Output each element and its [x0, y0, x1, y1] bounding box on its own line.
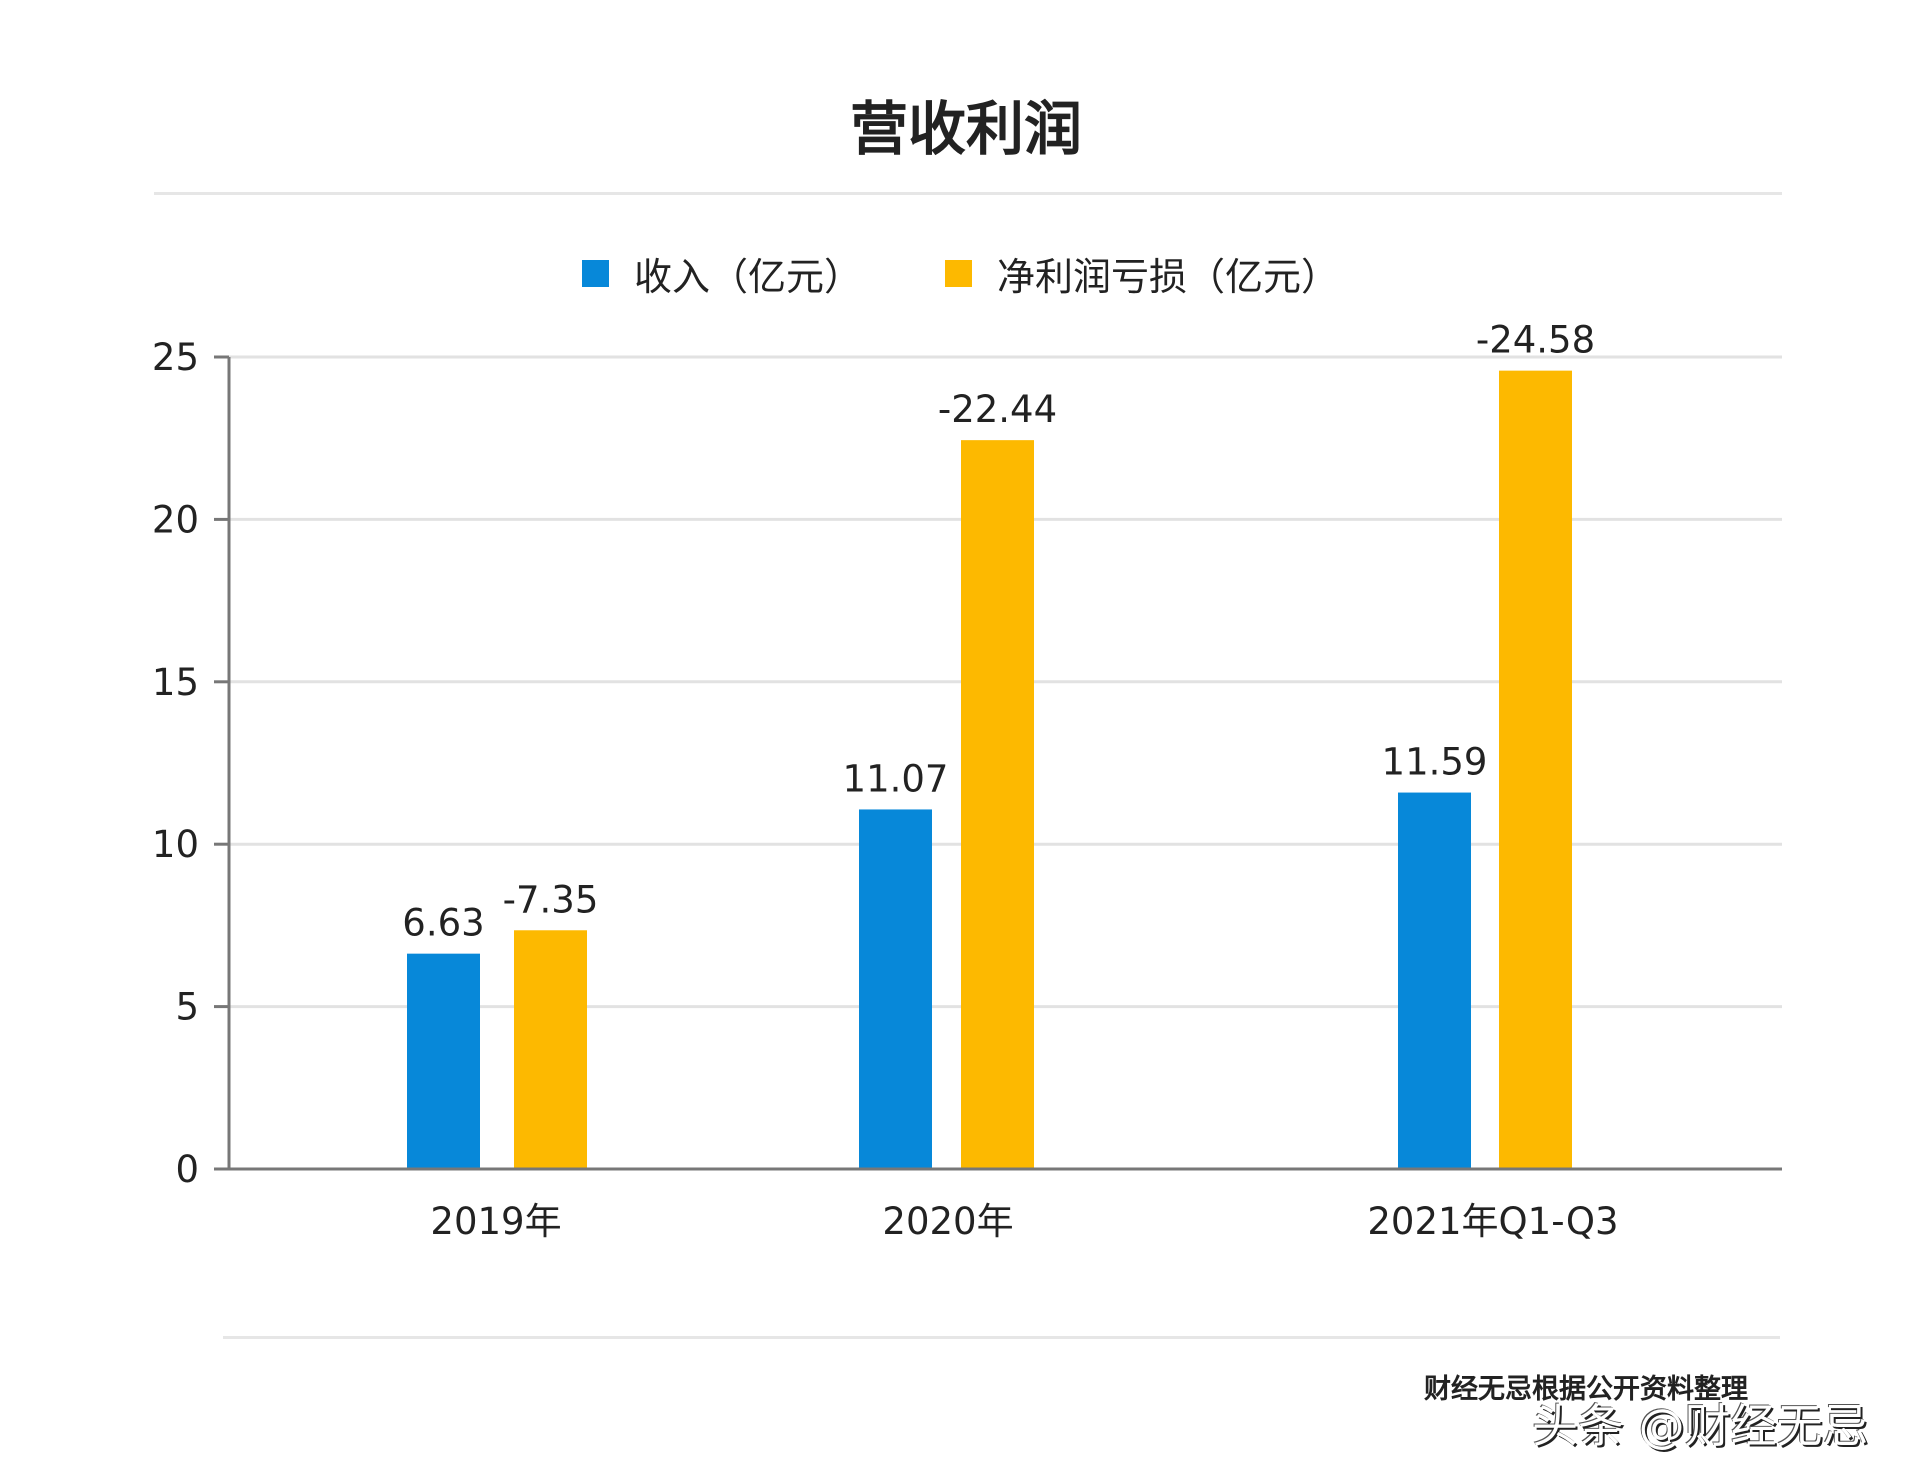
legend-label-net-loss: 净利润亏损（亿元） — [997, 255, 1340, 299]
y-tick-label: 20 — [152, 498, 199, 541]
y-tick-label: 10 — [152, 823, 199, 866]
bar-net-loss — [961, 440, 1034, 1169]
x-tick-label: 2019年 — [430, 1200, 561, 1243]
top-divider — [154, 192, 1782, 195]
bar-revenue — [859, 809, 932, 1169]
data-label: 11.59 — [1382, 741, 1488, 784]
watermark: 头条 @财经无忌 — [1532, 1399, 1869, 1453]
y-tick-label: 5 — [175, 986, 199, 1029]
data-label: -24.58 — [1476, 319, 1595, 362]
y-tick-label: 25 — [152, 336, 199, 379]
bar-net-loss — [1499, 370, 1572, 1169]
legend-item-net-loss: 净利润亏损（亿元） — [945, 246, 1339, 301]
legend-swatch-revenue — [582, 260, 609, 287]
legend: 收入（亿元） 净利润亏损（亿元） — [0, 246, 1920, 299]
x-tick-label: 2020年 — [882, 1200, 1013, 1243]
bar-revenue — [407, 953, 480, 1169]
bar-net-loss — [514, 930, 587, 1169]
bar-revenue — [1398, 792, 1471, 1169]
legend-label-revenue: 收入（亿元） — [634, 255, 863, 299]
data-label: -7.35 — [503, 878, 599, 921]
source-note: 财经无忌根据公开资料整理 — [1424, 1374, 1748, 1405]
legend-item-revenue: 收入（亿元） — [582, 246, 862, 301]
chart-title: 营收利润 — [849, 95, 1082, 163]
y-tick-label: 0 — [175, 1148, 199, 1191]
data-label: 6.63 — [402, 902, 484, 945]
bottom-divider — [223, 1336, 1780, 1339]
y-tick-label: 15 — [152, 661, 199, 704]
legend-swatch-net-loss — [945, 260, 972, 287]
x-tick-label: 2021年Q1-Q3 — [1367, 1200, 1618, 1243]
data-label: -22.44 — [938, 388, 1057, 431]
data-label: 11.07 — [843, 757, 949, 800]
